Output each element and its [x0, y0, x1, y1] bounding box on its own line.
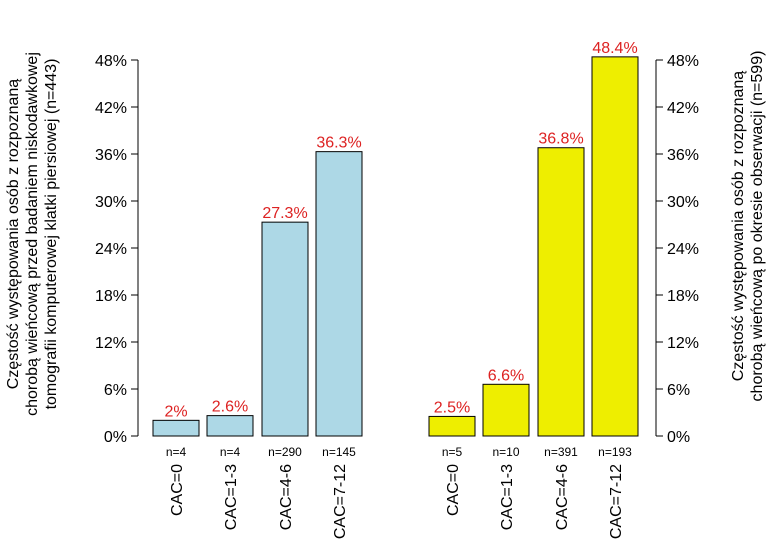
bar — [152, 419, 200, 437]
left-tick-label: 30% — [95, 194, 127, 211]
category-label: CAC=7-12 — [608, 464, 625, 539]
category-label: CAC=0 — [169, 464, 186, 516]
right-axis-title: Częstość występowania osób z rozpoznaną c… — [730, 51, 766, 402]
left-tick-label: 36% — [95, 147, 127, 164]
bar-n-label: n=391 — [544, 445, 578, 459]
right-axis-title-line: chorobą wieńcową po okresie obserwacji (… — [749, 51, 766, 402]
right-tick-label: 48% — [667, 53, 699, 70]
left-tick-label: 12% — [95, 335, 127, 352]
left-tick-label: 0% — [104, 429, 127, 446]
bar — [261, 221, 309, 437]
left-tick-label: 24% — [95, 241, 127, 258]
left-y-axis: 0% 6% 12% 18% 24% 30% 36% 42% 48% — [95, 53, 139, 446]
category-label: CAC=4-6 — [554, 464, 571, 530]
left-tick-label: 42% — [95, 100, 127, 117]
right-tick-label: 0% — [667, 429, 690, 446]
right-axis-title-line: Częstość występowania osób z rozpoznaną — [730, 71, 747, 381]
right-tick-label: 42% — [667, 100, 699, 117]
bar-n-label: n=10 — [492, 445, 519, 459]
bar-value-label: 48.4% — [592, 40, 637, 57]
bar-value-label: 36.3% — [316, 135, 361, 152]
category-label: CAC=0 — [445, 464, 462, 516]
right-tick-label: 12% — [667, 335, 699, 352]
left-axis-title-line: Częstość występowania osób z rozpoznaną — [5, 79, 22, 389]
right-tick-label: 18% — [667, 288, 699, 305]
category-label: CAC=1-3 — [223, 464, 240, 530]
left-axis-title-line: tomografii komputerowej klatki piersiowe… — [43, 59, 60, 410]
bar — [537, 147, 585, 437]
right-tick-label: 36% — [667, 147, 699, 164]
left-tick-label: 6% — [104, 382, 127, 399]
left-axis-title: Częstość występowania osób z rozpoznaną c… — [5, 52, 60, 416]
category-label: CAC=7-12 — [332, 464, 349, 539]
bar-n-label: n=4 — [166, 445, 187, 459]
category-label: CAC=4-6 — [278, 464, 295, 530]
bar — [206, 415, 254, 437]
bar-value-label: 27.3% — [262, 205, 307, 222]
bar — [428, 415, 476, 437]
bar — [315, 151, 363, 437]
bar-n-label: n=145 — [322, 445, 356, 459]
right-y-axis: 0% 6% 12% 18% 24% 30% 36% 42% 48% — [655, 53, 699, 446]
bars: 2% n=4 CAC=0 2.6% n=4 CAC=1-3 27.3% n=290 CAC=4-… — [152, 40, 639, 539]
bar-n-label: n=4 — [220, 445, 241, 459]
bar-value-label: 2.6% — [212, 399, 248, 416]
bar-value-label: 2% — [164, 403, 187, 420]
bar-value-label: 36.8% — [538, 131, 583, 148]
bar-n-label: n=5 — [442, 445, 463, 459]
bar — [591, 56, 639, 437]
bar-value-label: 6.6% — [488, 367, 524, 384]
bar-n-label: n=193 — [598, 445, 632, 459]
right-tick-label: 6% — [667, 382, 690, 399]
left-tick-label: 18% — [95, 288, 127, 305]
right-tick-label: 24% — [667, 241, 699, 258]
left-tick-label: 48% — [95, 53, 127, 70]
left-axis-title-line: chorobą wieńcową przed badaniem niskodaw… — [24, 52, 41, 416]
right-tick-label: 30% — [667, 194, 699, 211]
bar — [482, 383, 530, 437]
bar-n-label: n=290 — [268, 445, 302, 459]
bar-value-label: 2.5% — [434, 399, 470, 416]
category-label: CAC=1-3 — [499, 464, 516, 530]
